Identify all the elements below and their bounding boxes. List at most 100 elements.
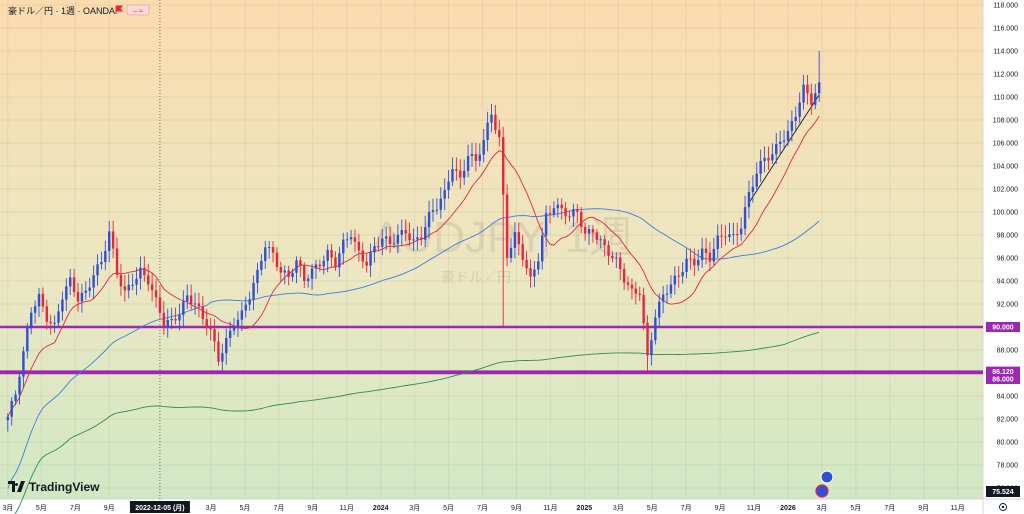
- candle-body: [131, 284, 134, 286]
- candle-body: [158, 297, 162, 313]
- x-tick-label: 2024: [373, 505, 389, 512]
- candle-body: [537, 261, 540, 270]
- indicator-toggle-icon[interactable]: [126, 4, 150, 16]
- event-markers[interactable]: [815, 470, 834, 498]
- candle-body: [10, 400, 13, 417]
- candle-body: [264, 247, 267, 261]
- x-tick-label: 9月: [511, 504, 522, 512]
- candle-body: [767, 157, 770, 161]
- y-tick-label: 108.000: [993, 118, 1018, 125]
- x-tick-label: 7月: [273, 504, 284, 512]
- candle-body: [423, 227, 427, 240]
- candle-body: [244, 304, 247, 311]
- candle-body: [798, 102, 801, 117]
- candle-body: [580, 211, 583, 227]
- candle-body: [498, 130, 501, 138]
- y-tick-label: 118.000: [993, 3, 1018, 10]
- candle-body: [587, 229, 591, 234]
- x-tick-label: 9月: [715, 504, 726, 512]
- candle-body: [72, 277, 76, 292]
- x-tick-label: 11月: [747, 504, 761, 512]
- candle-body: [318, 264, 322, 267]
- candle-body: [505, 194, 509, 258]
- candle-body: [345, 239, 349, 241]
- candle-body: [65, 286, 68, 300]
- candle-body: [548, 213, 552, 215]
- candle-body: [755, 173, 758, 187]
- candle-body: [716, 235, 719, 249]
- candle-body: [521, 244, 524, 260]
- candle-body: [248, 299, 251, 305]
- candle-body: [189, 295, 193, 304]
- event-marker-icon: [815, 484, 829, 498]
- candle-body: [115, 248, 119, 275]
- candle-body: [100, 261, 103, 265]
- candle-body: [743, 207, 747, 229]
- candle-body: [700, 248, 704, 261]
- candle-body: [455, 168, 458, 171]
- candle-body: [533, 269, 536, 277]
- candle-body: [314, 264, 318, 269]
- candle-body: [260, 260, 263, 270]
- symbol-title[interactable]: 豪ドル／円 · 1週 · OANDA: [8, 5, 115, 16]
- candle-body: [217, 341, 220, 362]
- watermark-name: 豪ドル／円: [441, 269, 511, 285]
- candle-body: [349, 237, 353, 240]
- level-label-text: 90.000: [992, 325, 1014, 332]
- y-tick-label: 114.000: [993, 49, 1018, 56]
- candle-body: [357, 241, 361, 251]
- candle-body: [127, 284, 130, 291]
- candle-body: [256, 269, 259, 283]
- candle-body: [611, 255, 614, 259]
- candle-body: [654, 317, 657, 341]
- candle-body: [712, 248, 716, 262]
- candle-body: [279, 266, 283, 273]
- candle-body: [33, 306, 37, 313]
- x-tick-label: 7月: [884, 504, 895, 512]
- candle-body: [790, 120, 794, 131]
- flag-icon: [115, 5, 124, 14]
- candle-body: [221, 353, 224, 362]
- candle-body: [392, 243, 396, 245]
- price-axis[interactable]: 118.000 116.000 114.000 112.000 110.000 108.0…: [993, 3, 1018, 493]
- watermark-symbol: AUDJPY, 1週: [372, 213, 633, 262]
- gear-icon[interactable]: [999, 503, 1007, 511]
- candle-body: [806, 84, 809, 94]
- candle-body: [287, 270, 290, 277]
- candle-body: [482, 139, 485, 155]
- candle-body: [209, 328, 212, 330]
- candle-body: [517, 232, 521, 245]
- candle-body: [330, 249, 333, 258]
- candle-body: [751, 186, 755, 193]
- time-axis[interactable]: 3月 5月 7月 9月 3月 5月 7月 9月 11月 2024 3月 5月 7月 9月 11月 2025 3月…: [2, 504, 964, 512]
- candle-body: [267, 247, 271, 249]
- y-tick-label: 102.000: [993, 187, 1018, 194]
- candle-body: [14, 394, 17, 401]
- candle-body: [747, 192, 751, 208]
- level-label-box: [986, 374, 1020, 384]
- candle-body: [778, 141, 782, 144]
- tradingview-logo-text: TradingView: [29, 480, 100, 494]
- candle-body: [61, 299, 64, 312]
- x-tick-label: 3月: [816, 504, 827, 512]
- candle-body: [486, 122, 489, 140]
- candle-body: [18, 376, 21, 395]
- candle-body: [583, 226, 587, 234]
- candle-body: [291, 272, 294, 277]
- candle-body: [92, 275, 95, 288]
- candle-body: [412, 239, 415, 241]
- svg-text:75.524: 75.524: [992, 489, 1014, 496]
- candle-body: [658, 301, 661, 318]
- x-tick-label: 2025: [577, 505, 593, 512]
- y-tick-label: 100.000: [993, 210, 1018, 217]
- candle-body: [817, 82, 821, 94]
- candle-body: [591, 229, 595, 233]
- candle-body: [509, 247, 513, 258]
- candle-body: [252, 282, 255, 300]
- time-axis-background: [0, 499, 1024, 514]
- candle-body: [186, 295, 189, 302]
- candle-body: [447, 181, 450, 191]
- candle-body: [170, 318, 173, 321]
